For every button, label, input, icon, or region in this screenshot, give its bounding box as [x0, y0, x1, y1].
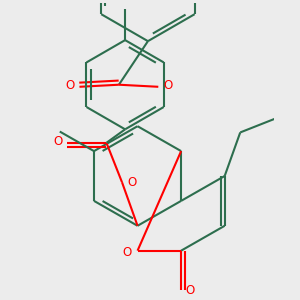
Text: O: O [163, 79, 172, 92]
Text: O: O [53, 135, 62, 148]
Text: O: O [123, 246, 132, 259]
Text: O: O [65, 79, 75, 92]
Text: O: O [128, 176, 137, 189]
Text: O: O [186, 284, 195, 297]
